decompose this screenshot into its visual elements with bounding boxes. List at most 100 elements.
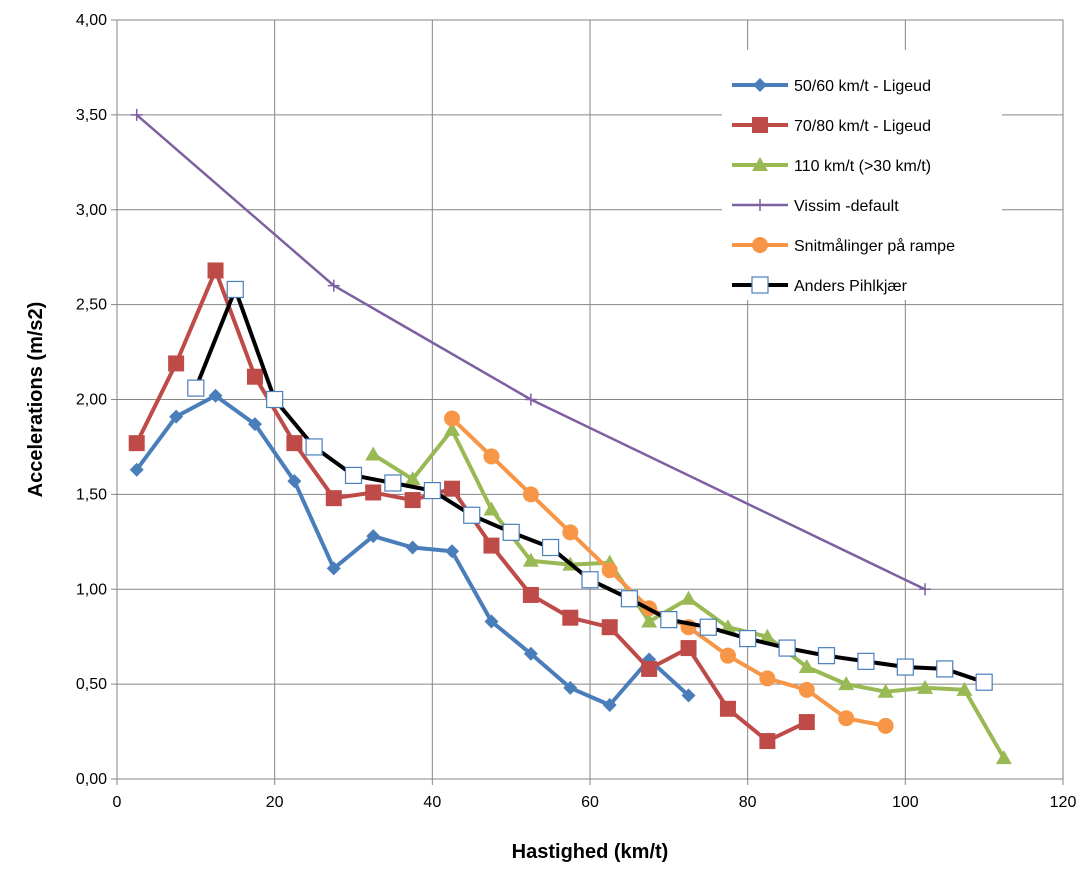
data-point <box>562 609 579 626</box>
data-point <box>522 552 539 567</box>
plot-area-frame <box>116 19 1064 780</box>
legend-item: 70/80 km/t - Ligeud <box>732 117 931 135</box>
data-point <box>445 544 460 559</box>
legend-label: Vissim -default <box>794 198 899 215</box>
data-point <box>187 379 205 397</box>
series-layer <box>128 108 1012 765</box>
legend-label: 50/60 km/t - Ligeud <box>794 78 931 95</box>
data-point <box>719 647 736 664</box>
y-axis-title: Accelerations (m/s2) <box>25 302 47 498</box>
data-point <box>562 524 579 541</box>
x-tick-labels: 0 20 40 60 80 100 120 <box>113 794 1077 811</box>
data-point <box>660 611 678 629</box>
data-point <box>838 676 855 691</box>
data-point <box>877 683 894 698</box>
data-point <box>798 714 815 731</box>
data-point <box>168 355 185 372</box>
data-point <box>739 629 757 648</box>
legend-swatch-marker <box>754 199 766 211</box>
data-point <box>404 492 421 509</box>
data-point <box>484 614 499 629</box>
data-point <box>405 540 420 555</box>
data-point <box>759 733 776 750</box>
data-point <box>483 448 500 465</box>
x-tick-label: 120 <box>1050 794 1077 811</box>
series-4 <box>130 108 932 596</box>
data-point <box>798 659 815 674</box>
legend-item: Snitmålinger på rampe <box>732 237 955 255</box>
data-point <box>207 262 224 279</box>
data-point <box>344 466 363 484</box>
data-point <box>877 717 894 734</box>
data-point <box>581 571 599 589</box>
series-line <box>135 113 927 591</box>
data-point <box>541 538 560 557</box>
data-point <box>246 368 263 385</box>
data-point <box>463 506 481 524</box>
data-point <box>129 462 144 477</box>
series-6 <box>187 280 993 691</box>
data-point <box>444 480 461 497</box>
legend-swatch-marker <box>753 78 767 92</box>
data-point <box>919 583 932 596</box>
data-point <box>325 490 342 507</box>
data-point <box>365 446 382 461</box>
data-point <box>563 680 578 695</box>
data-point <box>247 417 262 432</box>
legend-box <box>722 50 1002 300</box>
data-point <box>502 523 520 541</box>
data-point <box>423 481 441 500</box>
data-point <box>817 647 836 665</box>
legend-swatch-marker <box>751 276 769 294</box>
data-point <box>680 640 697 657</box>
data-point <box>365 484 382 501</box>
y-tick-label: 2,50 <box>76 297 107 314</box>
y-tick-label: 0,50 <box>76 676 107 693</box>
legend: 50/60 km/t - Ligeud 70/80 km/t - Ligeud 11… <box>722 50 1002 300</box>
data-point <box>759 628 776 643</box>
data-point <box>522 586 539 603</box>
series-1 <box>129 388 696 712</box>
x-tick-label: 20 <box>266 794 284 811</box>
x-tick-label: 80 <box>739 794 757 811</box>
legend-item: 110 km/t (>30 km/t) <box>732 157 931 175</box>
data-point <box>798 681 815 698</box>
series-3 <box>365 421 1012 765</box>
legend-label: 110 km/t (>30 km/t) <box>794 158 931 175</box>
data-point <box>327 279 340 292</box>
data-point <box>699 618 717 636</box>
data-point <box>384 474 402 492</box>
legend-item: 50/60 km/t - Ligeud <box>732 78 931 95</box>
data-point <box>641 660 658 677</box>
data-point <box>305 438 323 456</box>
data-point <box>896 658 914 676</box>
data-point <box>602 697 617 712</box>
data-point <box>523 646 538 661</box>
data-point <box>366 529 381 544</box>
data-point <box>601 619 618 636</box>
data-point <box>522 486 539 503</box>
data-point <box>719 700 736 717</box>
legend-item: Vissim -default <box>732 198 899 215</box>
data-point <box>286 435 303 452</box>
data-point <box>226 280 244 299</box>
data-point <box>681 688 696 703</box>
legend-item: Anders Pihlkjær <box>732 276 908 295</box>
data-point <box>524 393 537 406</box>
legend-swatch-marker <box>752 157 768 171</box>
x-axis-title: Hastighed (km/t) <box>512 841 669 863</box>
data-point <box>680 590 697 605</box>
data-point <box>130 108 143 121</box>
y-tick-label: 1,00 <box>76 581 107 598</box>
x-tick-label: 0 <box>113 794 122 811</box>
legend-label: 70/80 km/t - Ligeud <box>794 118 931 135</box>
legend-label: Snitmålinger på rampe <box>794 237 955 255</box>
y-tick-label: 3,00 <box>76 202 107 219</box>
data-point <box>287 474 302 489</box>
data-point <box>620 590 639 608</box>
data-point <box>857 652 875 670</box>
y-tick-label: 1,50 <box>76 486 107 503</box>
data-point <box>975 673 993 691</box>
x-tick-label: 60 <box>581 794 599 811</box>
